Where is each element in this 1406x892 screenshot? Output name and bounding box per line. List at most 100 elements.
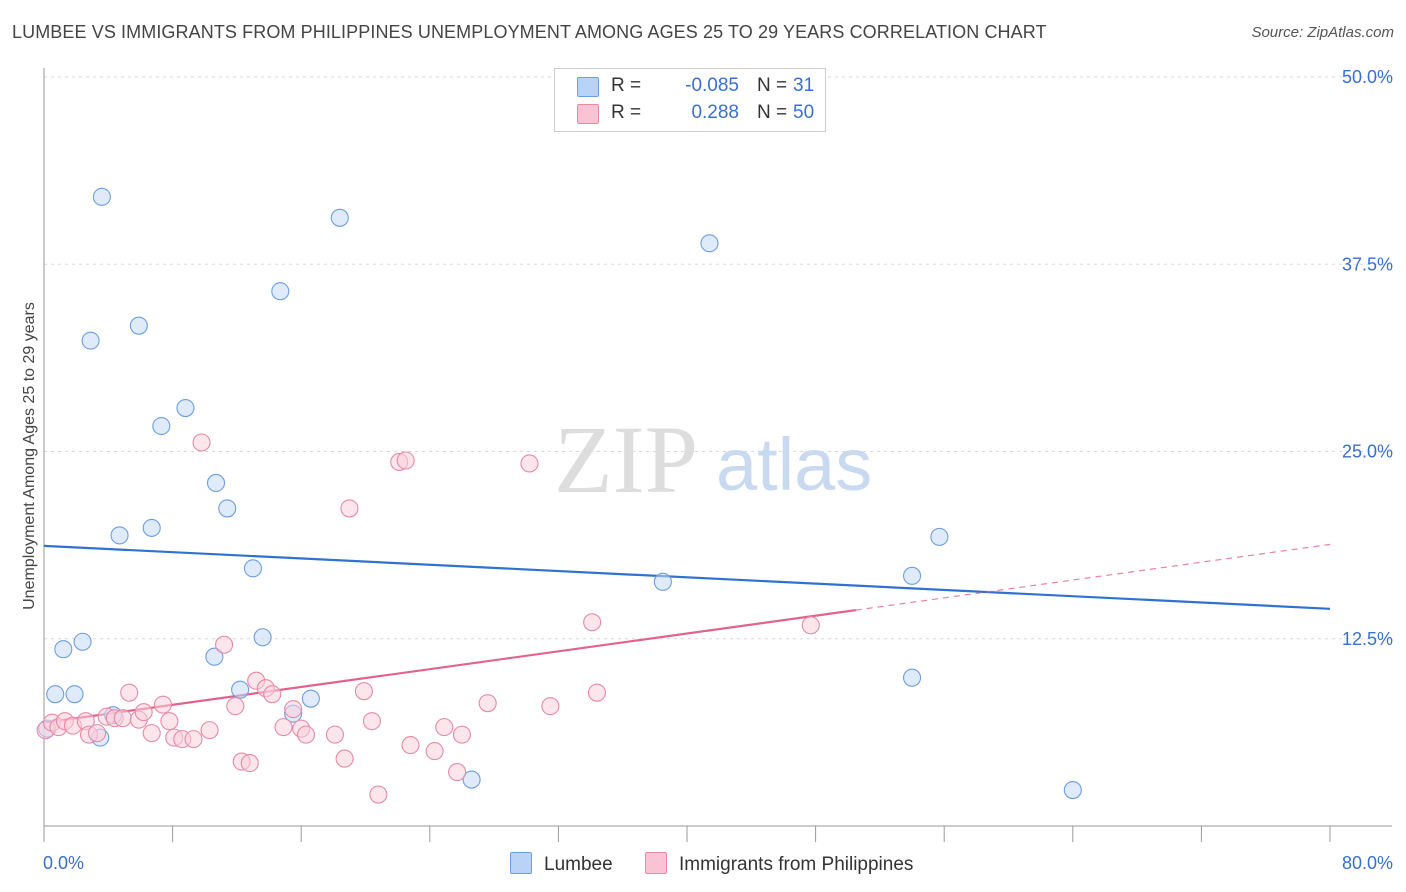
lumbee-point [73, 632, 92, 651]
philippines-point [801, 616, 820, 635]
legend-r-value: 0.288 [691, 102, 739, 123]
lumbee-point [152, 416, 171, 436]
lumbee-point [902, 668, 922, 687]
philippines-point [87, 724, 107, 743]
philippines-point [448, 763, 467, 782]
lumbee-point [1063, 780, 1082, 800]
philippines-point [587, 683, 607, 702]
watermark-zip: ZIP [554, 406, 698, 513]
philippines-point [226, 697, 245, 716]
stats-legend: R = -0.085 N = 31 R = 0.288 N = 50 [554, 68, 826, 132]
philippines-point [296, 725, 316, 744]
y-axis-label: Unemployment Among Ages 25 to 29 years [21, 302, 38, 610]
legend-r-label: R = [611, 75, 642, 96]
x-tick-label-max: 80.0% [1342, 853, 1393, 873]
philippines-point [214, 635, 234, 654]
lumbee-point [930, 527, 949, 546]
philippines-trend-line-extension [855, 543, 1331, 611]
legend-swatch-lumbee [510, 852, 532, 874]
axes [43, 68, 1392, 842]
y-tick-labels: 12.5% 25.0% 37.5% 50.0% [1342, 67, 1393, 649]
lumbee-point [176, 399, 195, 418]
legend-label-philippines: Immigrants from Philippines [679, 854, 914, 875]
lumbee-point [142, 518, 161, 537]
watermark: ZIP atlas [554, 406, 872, 513]
philippines-point [160, 712, 179, 731]
lumbee-point [92, 187, 111, 206]
lumbee-point [231, 680, 250, 699]
philippines-point [120, 683, 139, 702]
lumbee-point [54, 640, 73, 659]
philippines-point [541, 697, 560, 716]
bottom-legend-philippines[interactable]: Immigrants from Philippines [645, 852, 913, 876]
chart-title: LUMBEE VS IMMIGRANTS FROM PHILIPPINES UN… [12, 22, 1047, 42]
legend-n-value: 31 [793, 75, 815, 96]
legend-r-label: R = [611, 102, 642, 123]
lumbee-point [218, 499, 237, 518]
philippines-point [142, 724, 161, 743]
legend-label-lumbee: Lumbee [544, 854, 613, 875]
philippines-point [240, 754, 259, 773]
legend-n-value: 50 [793, 102, 815, 123]
lumbee-point [81, 331, 100, 350]
lumbee-trend-line [43, 544, 1331, 610]
philippines-point [284, 700, 303, 719]
lumbee-point [205, 647, 224, 666]
lumbee-point [243, 559, 263, 578]
y-tick-label: 25.0% [1342, 442, 1393, 462]
philippines-trend-line [43, 609, 856, 724]
lumbee-point [46, 685, 65, 704]
legend-swatch-philippines [577, 104, 599, 124]
philippines-point [362, 712, 381, 731]
philippines-point [200, 721, 219, 740]
legend-n-label: N = [757, 102, 788, 123]
x-tick-labels: 0.0% 80.0% [43, 853, 1393, 873]
lumbee-point [462, 770, 481, 789]
watermark-atlas: atlas [716, 423, 872, 506]
source-label: Source: ZipAtlas.com [1251, 24, 1394, 41]
philippines-point [274, 718, 293, 737]
y-tick-label: 12.5% [1342, 629, 1393, 649]
philippines-point [396, 451, 415, 470]
lumbee-point [129, 316, 148, 335]
philippines-point [335, 749, 354, 768]
legend-r-value: -0.085 [685, 75, 739, 96]
philippines-point [583, 613, 602, 632]
philippines-point [192, 433, 211, 452]
lumbee-point [110, 526, 129, 545]
x-tick-label-min: 0.0% [43, 853, 84, 873]
y-tick-label: 50.0% [1342, 67, 1393, 87]
philippines-point [184, 730, 203, 749]
lumbee-point [301, 689, 320, 708]
lumbee-point [700, 234, 719, 253]
philippines-point [325, 725, 345, 744]
philippines-point [340, 499, 359, 518]
lumbee-point [653, 572, 672, 591]
philippines-point [113, 709, 132, 728]
data-points [36, 187, 1082, 804]
trend-lines [43, 543, 1331, 724]
legend-n-label: N = [757, 75, 788, 96]
philippines-point [520, 454, 539, 473]
grid-lines [44, 76, 1392, 640]
philippines-point [452, 725, 472, 744]
y-tick-label: 37.5% [1342, 254, 1393, 274]
philippines-point [425, 742, 444, 761]
philippines-point [153, 695, 173, 714]
lumbee-point [271, 282, 290, 301]
philippines-point [401, 736, 420, 755]
legend-swatch-philippines [645, 852, 667, 874]
philippines-point [369, 785, 388, 804]
lumbee-point [65, 685, 84, 704]
philippines-point [134, 703, 153, 722]
philippines-point [263, 685, 282, 704]
lumbee-point [253, 628, 272, 647]
bottom-legend-lumbee[interactable]: Lumbee [510, 852, 613, 876]
philippines-point [478, 694, 497, 713]
lumbee-point [206, 473, 226, 493]
lumbee-point [902, 566, 922, 585]
lumbee-point [330, 208, 349, 227]
philippines-point [435, 718, 454, 737]
legend-swatch-lumbee [577, 77, 599, 97]
